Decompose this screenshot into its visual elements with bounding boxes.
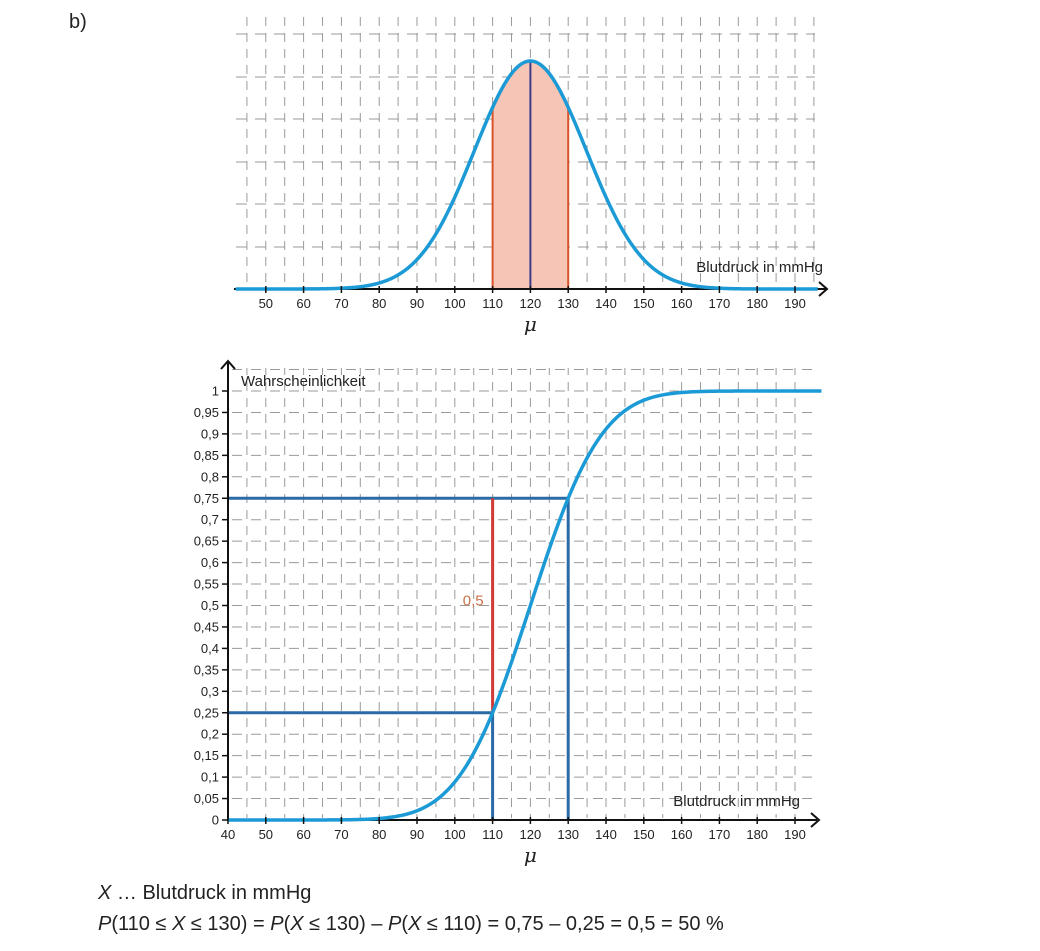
y-tick-label: 1 — [212, 384, 219, 399]
x-tick-label: 180 — [746, 827, 768, 842]
y-tick-label: 0,9 — [201, 426, 219, 441]
x-tick-label: 60 — [296, 827, 310, 842]
x-axis-arrow — [810, 812, 821, 828]
formula-line-1: X … Blutdruck in mmHg — [98, 878, 724, 909]
y-axis-arrow — [220, 359, 236, 370]
x-tick-label: 110 — [482, 296, 503, 311]
formula-part: X — [407, 913, 422, 935]
mean-label: μ — [524, 312, 537, 336]
formula-part: (110 ≤ — [111, 913, 172, 935]
y-tick-label: 0,85 — [194, 448, 219, 463]
y-tick-label: 0,65 — [194, 534, 219, 549]
x-tick-label: 90 — [410, 827, 424, 842]
y-tick-label: 0,35 — [194, 662, 219, 677]
x-tick-label: 160 — [671, 296, 693, 311]
y-tick-label: 0,05 — [194, 791, 219, 806]
y-tick-label: 0,95 — [194, 405, 219, 420]
x-tick-label: 130 — [557, 827, 579, 842]
y-tick-label: 0,45 — [194, 619, 219, 634]
x-tick-label: 180 — [746, 296, 768, 311]
formula-part: ≤ 110) = 0,75 – 0,25 = 0,5 = 50 % — [421, 913, 724, 935]
x-tick-label: 190 — [784, 827, 806, 842]
x-tick-label: 160 — [671, 827, 693, 842]
y-tick-label: 0,5 — [201, 598, 219, 613]
y-tick-label: 0,75 — [194, 491, 219, 506]
y-tick-label: 0,2 — [201, 727, 219, 742]
y-tick-label: 0,25 — [194, 705, 219, 720]
x-tick-label: 170 — [709, 296, 731, 311]
y-tick-label: 0,55 — [194, 577, 219, 592]
x-tick-label: 140 — [595, 296, 617, 311]
y-axis-label: Wahrscheinlichkeit — [241, 373, 366, 390]
mean-label: μ — [524, 843, 537, 867]
formula-part: ( — [401, 913, 408, 935]
y-tick-label: 0,7 — [201, 512, 219, 527]
x-tick-label: 60 — [296, 296, 310, 311]
part-label: b) — [69, 11, 87, 33]
y-tick-label: 0 — [212, 813, 219, 828]
x-tick-label: 50 — [259, 296, 273, 311]
x-axis-label: Blutdruck in mmHg — [696, 259, 823, 276]
x-tick-label: 130 — [557, 296, 579, 311]
formula-line-2: P(110 ≤ X ≤ 130) = P(X ≤ 130) – P(X ≤ 11… — [98, 909, 724, 940]
formula-part: P — [98, 913, 112, 935]
x-tick-label: 170 — [709, 827, 731, 842]
y-tick-label: 0,8 — [201, 469, 219, 484]
x-tick-label: 120 — [520, 296, 542, 311]
x-axis-label: Blutdruck in mmHg — [673, 793, 800, 810]
x-tick-label: 120 — [520, 827, 542, 842]
charts-canvas: 50 60 70 80 90 100 110 120 130 140 150 160 170 180 190… — [194, 17, 829, 867]
x-tick-label: 80 — [372, 296, 386, 311]
y-tick-label: 0,15 — [194, 748, 219, 763]
x-tick-label: 50 — [259, 827, 273, 842]
formula-part: P — [387, 913, 402, 935]
x-tick-label: 100 — [444, 827, 466, 842]
formula-part: P — [270, 913, 284, 935]
x-tick-label: 80 — [372, 827, 386, 842]
formula-part: ( — [283, 913, 291, 935]
x-tick-label: 70 — [334, 296, 348, 311]
x-tick-label: 150 — [633, 827, 655, 842]
formula-part: X — [171, 913, 186, 935]
y-tick-label: 0,3 — [201, 684, 219, 699]
formula: X … Blutdruck in mmHg P(110 ≤ X ≤ 130) =… — [98, 878, 724, 940]
formula-part: ≤ 130) = — [185, 913, 271, 935]
y-tick-label: 0,1 — [201, 770, 219, 785]
x-tick-label: 150 — [633, 296, 655, 311]
variable-definition: … Blutdruck in mmHg — [111, 882, 312, 904]
formula-part: ≤ 130) – — [303, 913, 388, 935]
y-tick-label: 0,4 — [201, 641, 219, 656]
density-curve — [235, 59, 818, 291]
variable-x: X — [98, 882, 112, 904]
x-axis-arrow — [818, 281, 829, 297]
formula-part: X — [290, 913, 304, 935]
difference-label: 0,5 — [463, 593, 484, 610]
x-tick-label: 110 — [482, 827, 503, 842]
x-tick-label: 190 — [784, 296, 806, 311]
x-tick-label: 70 — [334, 827, 348, 842]
x-tick-label: 140 — [595, 827, 617, 842]
cdf-curve — [228, 389, 822, 822]
y-tick-label: 0,6 — [201, 555, 219, 570]
cdf-chart: 0,5 40 50 60 70 80 90 100 110 120 130 140 150 160 170 1… — [194, 359, 822, 867]
density-chart: 50 60 70 80 90 100 110 120 130 140 150 160 170 180 190… — [234, 17, 829, 336]
x-tick-label: 40 — [221, 827, 235, 842]
x-tick-label: 90 — [410, 296, 424, 311]
x-tick-label: 100 — [444, 296, 466, 311]
